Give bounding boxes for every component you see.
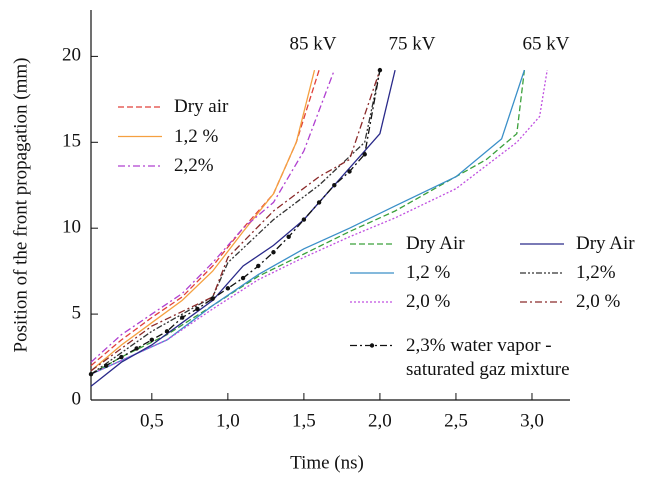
x-tick-label: 1,0 xyxy=(216,410,240,431)
x-tick-label: 3,0 xyxy=(520,410,544,431)
y-tick-label: 20 xyxy=(62,45,81,66)
legend-item: Dry air xyxy=(174,96,229,117)
x-tick-label: 0,5 xyxy=(140,410,164,431)
series-line xyxy=(90,69,526,375)
legend-item: 2,0 % xyxy=(406,291,451,312)
legend-item: 2,2% xyxy=(174,155,214,176)
legend-item: Dry Air xyxy=(576,233,635,254)
series-marker xyxy=(377,67,383,73)
legend-label: 2,2% xyxy=(174,155,214,176)
legend-label: Dry air xyxy=(174,96,229,117)
y-tick-label: 15 xyxy=(62,131,81,152)
legend-item: 2,3% water vapor - saturated gaz mixture xyxy=(406,334,570,380)
series-marker xyxy=(240,275,246,281)
legend-item: 1,2 % xyxy=(174,125,219,147)
series-marker xyxy=(180,315,185,320)
series-marker xyxy=(332,183,337,188)
x-tick-label: 2,5 xyxy=(444,410,468,431)
series-marker xyxy=(271,250,276,255)
series-marker xyxy=(347,169,352,174)
legend-item: Dry Air xyxy=(406,233,465,254)
voltage-annotation: 85 kV xyxy=(290,33,337,54)
legend-label: Dry Air xyxy=(576,233,635,254)
legend-label: 2,3% water vapor - saturated gaz mixture xyxy=(406,334,570,380)
series-marker xyxy=(256,263,261,269)
series-marker xyxy=(195,306,200,312)
legend-label: 2,0 % xyxy=(406,291,451,312)
series-marker xyxy=(104,363,109,368)
legend-label: 1,2 % xyxy=(174,125,219,147)
series-marker xyxy=(164,329,170,334)
voltage-annotation: 75 kV xyxy=(389,33,436,54)
series-line xyxy=(90,69,381,375)
legend-label: Dry Air xyxy=(406,233,465,254)
x-tick-label: 2,0 xyxy=(368,410,392,431)
y-tick-label: 10 xyxy=(62,217,81,238)
legend-label: 2,0 % xyxy=(576,291,621,312)
series-line xyxy=(90,69,316,372)
x-tick-label: 1,5 xyxy=(292,410,316,431)
series-line xyxy=(90,69,381,375)
series-marker xyxy=(134,346,139,351)
y-axis-label: Position of the front propagation (mm) xyxy=(10,58,31,353)
x-axis-label: Time (ns) xyxy=(290,452,364,473)
series-line xyxy=(90,69,396,387)
series-line xyxy=(90,69,381,372)
legend-label: 1,2% xyxy=(576,262,616,283)
y-tick-label: 5 xyxy=(72,302,82,323)
voltage-annotation: 65 kV xyxy=(523,33,570,54)
series-line xyxy=(90,69,548,375)
series-line xyxy=(90,70,526,375)
series-marker xyxy=(286,234,291,239)
series-marker xyxy=(316,200,322,205)
legend-item: 1,2% xyxy=(576,262,616,283)
legend-label: 1,2 % xyxy=(406,262,451,283)
series-marker xyxy=(301,217,307,222)
series-marker xyxy=(149,337,155,343)
series-marker xyxy=(362,152,367,157)
series-marker xyxy=(88,372,94,377)
legend-item: 1,2 % xyxy=(406,262,451,283)
series-marker xyxy=(210,296,215,301)
y-tick-label: 0 xyxy=(72,388,82,409)
series-marker xyxy=(225,286,231,291)
legend-item: 2,0 % xyxy=(576,291,621,312)
series-marker xyxy=(119,354,124,360)
legend-marker xyxy=(369,343,375,348)
